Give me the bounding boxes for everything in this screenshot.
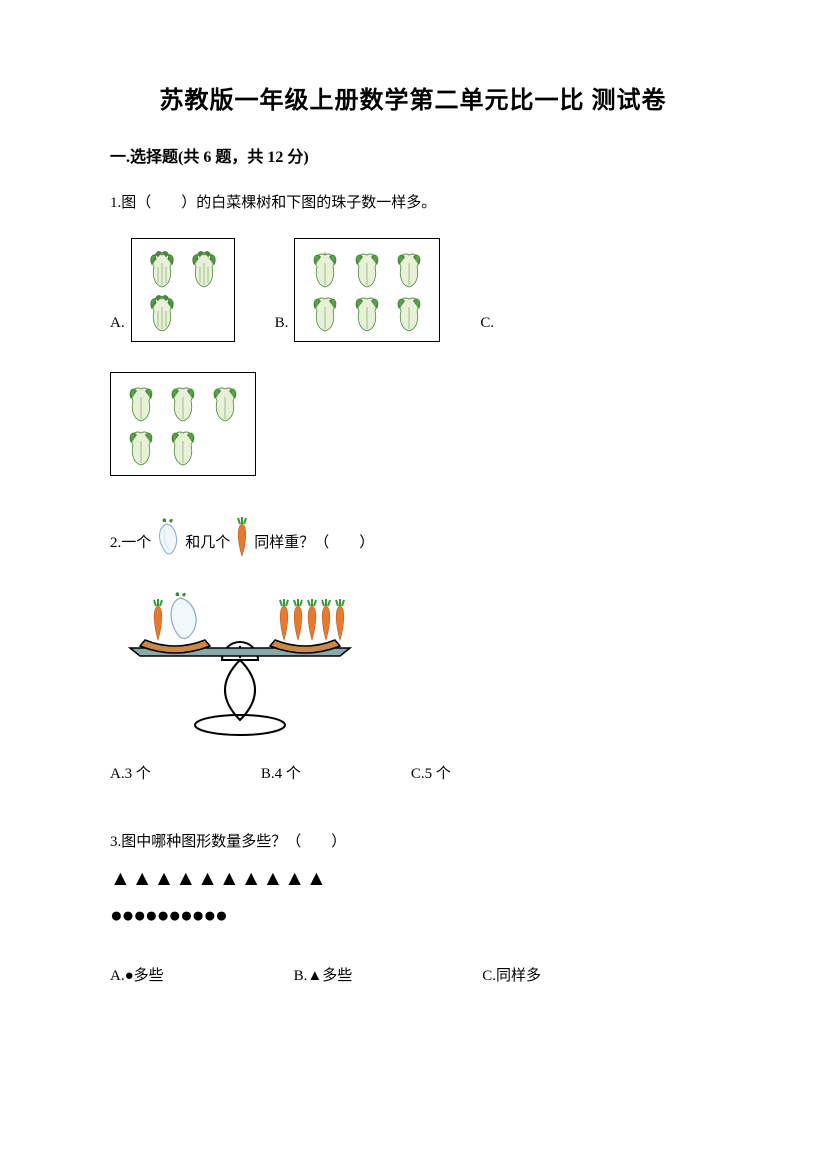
carrot-icon [232,516,252,558]
q2-option-a: A.3 个 [110,760,151,789]
q2-suffix: 同样重？（ ） [254,529,374,558]
q2-option-c: C.5 个 [411,760,451,789]
worksheet-page: 苏教版一年级上册数学第二单元比一比 测试卷 一.选择题(共 6 题，共 12 分… [0,0,826,1169]
q3-option-a: A.●多些 [110,962,164,991]
cabbage-icon [207,383,243,423]
q1-text: 1.图（ ）的白菜棵树和下图的珠子数一样多。 [110,189,716,218]
cabbage-icon [186,249,222,289]
q2-option-b: B.4 个 [261,760,301,789]
cabbage-icon [165,427,201,467]
option-label-c: C. [480,309,494,338]
option-label-b: B. [275,309,289,338]
q3-options: A.●多些 B.▲多些 C.同样多 [110,962,716,991]
cabbage-icon [307,293,343,333]
q3-text: 3.图中哪种图形数量多些？（ ） [110,828,716,857]
cabbage-icon [165,383,201,423]
cabbage-box-b [294,238,440,342]
triangles-row: ▲▲▲▲▲▲▲▲▲▲ [110,863,716,895]
cabbage-icon [144,249,180,289]
cabbage-icon [391,293,427,333]
q2-options: A.3 个 B.4 个 C.5 个 [110,760,716,789]
option-label-a: A. [110,309,125,338]
cabbage-icon [349,293,385,333]
cabbage-icon [391,249,427,289]
cabbage-icon [307,249,343,289]
balance-scale [110,570,370,730]
circles-row: ●●●●●●●●●● [110,900,716,932]
cabbage-box-c [110,372,256,476]
q2-prefix: 2.一个 [110,529,151,558]
q3-option-c: C.同样多 [482,962,541,991]
cabbage-icon [349,249,385,289]
cabbage-icon [123,427,159,467]
question-3: 3.图中哪种图形数量多些？（ ） ▲▲▲▲▲▲▲▲▲▲ ●●●●●●●●●● A… [110,828,716,990]
cabbage-icon [144,293,180,333]
q1-options: A. B. [110,238,716,476]
q1-option-c-box [110,372,716,476]
q1-option-c-label: C. [480,309,494,342]
page-title: 苏教版一年级上册数学第二单元比一比 测试卷 [110,80,716,115]
question-1: 1.图（ ）的白菜棵树和下图的珠子数一样多。 A. B. [110,189,716,476]
q2-mid: 和几个 [185,529,230,558]
question-2: 2.一个 和几个 同样重？（ ） [110,516,716,789]
cabbage-icon [123,383,159,423]
q1-option-b: B. [275,238,441,342]
cabbage-box-a [131,238,235,342]
q3-option-b: B.▲多些 [294,962,353,991]
q2-text: 2.一个 和几个 同样重？（ ） [110,516,716,558]
q1-option-a: A. [110,238,235,342]
radish-icon [153,516,183,558]
section-header: 一.选择题(共 6 题，共 12 分) [110,143,716,167]
